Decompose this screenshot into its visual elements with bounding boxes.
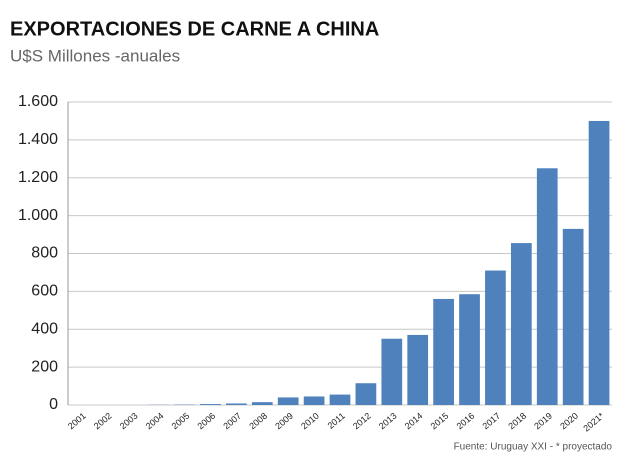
- x-tick-label: 2013: [377, 411, 399, 432]
- bar: [226, 403, 247, 405]
- x-tick-label: 2011: [326, 411, 347, 431]
- x-tick-label: 2006: [196, 411, 218, 432]
- bar: [200, 404, 221, 405]
- x-tick-label: 2001: [66, 411, 88, 432]
- x-tick-label: 2016: [455, 411, 477, 432]
- bar: [485, 270, 506, 405]
- x-tick-label: 2009: [273, 411, 295, 432]
- y-tick-label: 200: [31, 358, 58, 375]
- y-tick-label: 1.200: [18, 169, 58, 186]
- x-tick-label: 2010: [299, 411, 321, 432]
- x-tick-label: 2003: [118, 411, 140, 432]
- bar: [433, 298, 454, 405]
- bar: [329, 394, 351, 405]
- x-tick-label: 2012: [351, 411, 373, 432]
- x-tick-label: 2005: [170, 411, 192, 432]
- y-tick-label: 0: [49, 396, 58, 413]
- x-tick-label: 2002: [92, 411, 114, 432]
- chart-title: EXPORTACIONES DE CARNE A CHINA: [10, 18, 379, 40]
- bar: [536, 168, 558, 405]
- bar: [303, 396, 325, 405]
- x-tick-label: 2015: [429, 411, 451, 432]
- y-tick-label: 800: [31, 245, 58, 262]
- x-tick-label: 2018: [506, 411, 528, 432]
- y-tick-label: 1.400: [18, 131, 58, 148]
- source-note: Fuente: Uruguay XXI - * proyectado: [454, 442, 613, 453]
- bar: [459, 294, 480, 405]
- y-tick-label: 1.600: [18, 93, 58, 110]
- x-tick-label: 2021*: [581, 410, 606, 433]
- x-tick-label: 2008: [247, 411, 269, 432]
- y-tick-label: 1.000: [18, 207, 58, 224]
- bar: [407, 334, 429, 405]
- y-tick-label: 600: [31, 283, 58, 300]
- x-tick-label: 2020: [558, 411, 580, 432]
- bar: [381, 338, 403, 405]
- bar: [588, 120, 610, 405]
- y-tick-label: 400: [31, 320, 58, 337]
- chart-subtitle: U$S Millones -anuales: [10, 46, 180, 65]
- bar: [510, 243, 532, 405]
- x-tick-label: 2014: [403, 411, 425, 432]
- x-tick-label: 2004: [144, 411, 166, 432]
- x-tick-label: 2019: [532, 411, 554, 432]
- x-tick-label: 2007: [221, 411, 243, 432]
- x-tick-label: 2017: [480, 411, 502, 432]
- bar: [277, 397, 299, 405]
- bar: [355, 383, 377, 405]
- bar: [562, 228, 584, 405]
- bar: [251, 402, 273, 405]
